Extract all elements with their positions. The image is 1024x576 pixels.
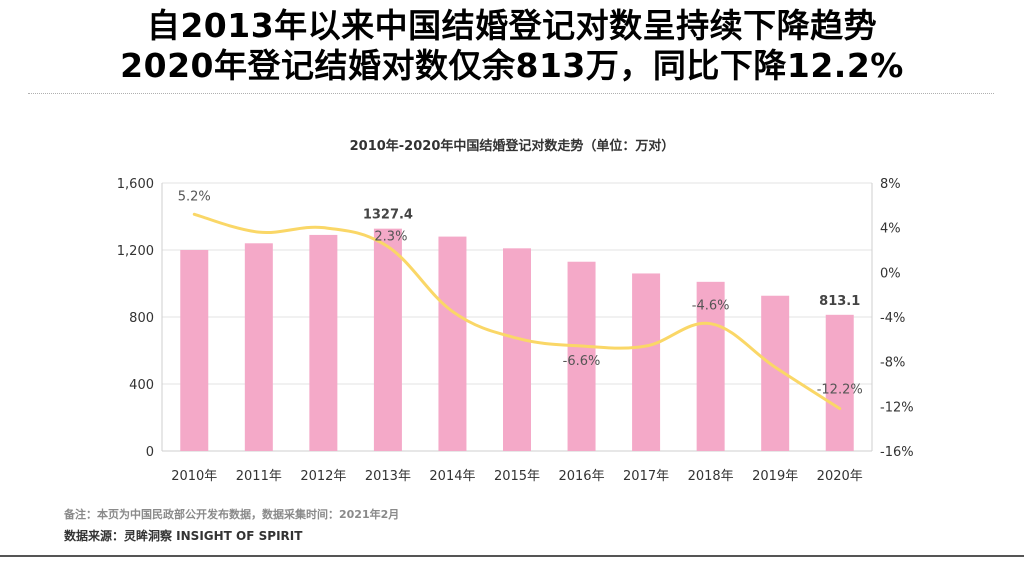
x-tick-3: 2013年 <box>365 469 411 484</box>
y-left-tick-4: 1,600 <box>117 177 154 192</box>
bar-2014年 <box>438 236 467 451</box>
y-left-tick-1: 400 <box>129 378 154 393</box>
line-label-3: 2.3% <box>374 230 407 245</box>
y-right-tick-1: -12% <box>880 400 914 415</box>
x-tick-5: 2015年 <box>494 469 540 484</box>
y-left-tick-3: 1,200 <box>117 244 154 259</box>
bar-2010年 <box>180 250 209 451</box>
bar-2016年 <box>567 261 596 451</box>
bar-2018年 <box>696 281 725 451</box>
footer-note: 备注：本页为中国民政部公开发布数据，数据采集时间：2021年2月 <box>64 508 400 521</box>
bar-2013年 <box>373 228 402 451</box>
headline: 自2013年以来中国结婚登记对数呈持续下降趋势 2020年登记结婚对数仅余813… <box>0 6 1024 86</box>
x-tick-8: 2018年 <box>688 469 734 484</box>
y-right-tick-3: -4% <box>880 311 905 326</box>
y-left-tick-0: 0 <box>146 445 154 460</box>
y-right-tick-2: -8% <box>880 356 905 371</box>
x-tick-7: 2017年 <box>623 469 669 484</box>
bar-2011年 <box>244 243 273 451</box>
label-layer: 0 400 800 1,200 1,600 -16% -12% -8% -4% 0% 4% 8% 201… <box>117 177 914 484</box>
y-right-tick-4: 0% <box>880 266 901 281</box>
bar-layer <box>180 228 854 451</box>
bottom-rule <box>0 555 1024 557</box>
line-label-6: -6.6% <box>563 354 601 369</box>
x-tick-4: 2014年 <box>429 469 475 484</box>
line-layer <box>192 212 842 411</box>
x-tick-10: 2020年 <box>817 469 863 484</box>
y-right-tick-5: 4% <box>880 222 901 237</box>
footer-source: 数据来源：灵眸洞察 INSIGHT OF SPIRIT <box>64 529 303 543</box>
x-tick-6: 2016年 <box>558 469 604 484</box>
bar-2020年 <box>825 314 854 451</box>
line-label-0: 5.2% <box>178 189 211 204</box>
y-right-tick-0: -16% <box>880 445 914 460</box>
bar-label-3: 1327.4 <box>363 208 413 223</box>
headline-line-1: 自2013年以来中国结婚登记对数呈持续下降趋势 <box>146 6 878 45</box>
x-tick-0: 2010年 <box>171 469 217 484</box>
x-tick-9: 2019年 <box>752 469 798 484</box>
line-label-10: -12.2% <box>817 383 863 398</box>
growth-rate-line <box>192 212 842 411</box>
bar-2015年 <box>503 248 531 451</box>
headline-line-2: 2020年登记结婚对数仅余813万，同比下降12.2% <box>120 46 904 85</box>
y-left-tick-2: 800 <box>129 311 154 326</box>
y-right-tick-6: 8% <box>880 177 901 192</box>
title-separator <box>28 93 994 94</box>
x-tick-2: 2012年 <box>300 469 346 484</box>
bar-label-10: 813.1 <box>819 294 860 309</box>
bar-2017年 <box>632 273 661 451</box>
bar-2012年 <box>309 234 338 451</box>
line-label-8: -4.6% <box>692 299 730 314</box>
chart-title: 2010年-2020年中国结婚登记对数走势（单位：万对） <box>350 138 675 154</box>
x-tick-1: 2011年 <box>236 469 282 484</box>
